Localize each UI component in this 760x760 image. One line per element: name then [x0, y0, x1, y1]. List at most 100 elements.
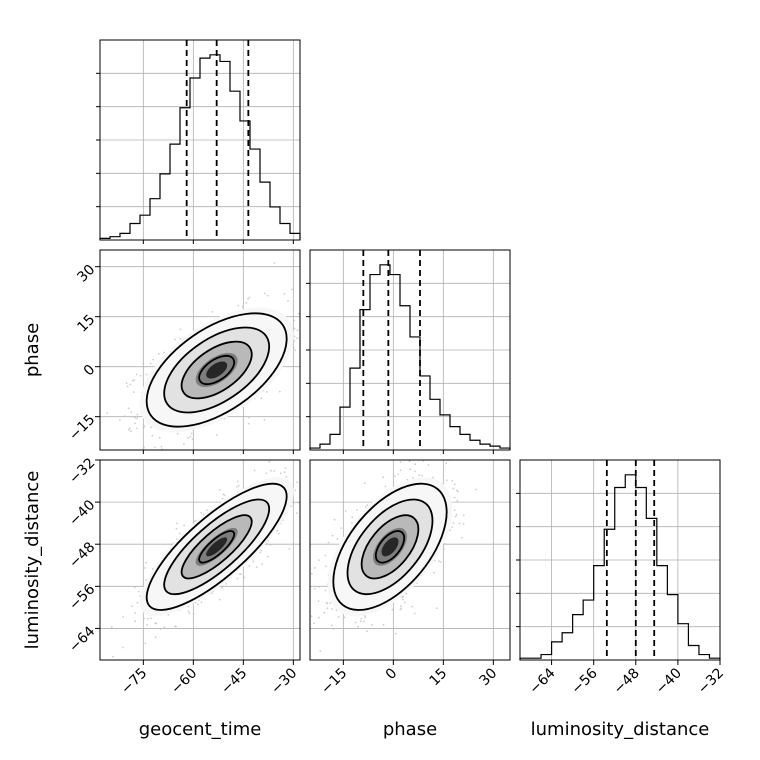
scatter-point — [344, 510, 347, 512]
scatter-point — [278, 390, 281, 393]
histogram-step-line — [99, 54, 301, 240]
scatter-point — [294, 489, 297, 492]
scatter-point — [462, 514, 465, 517]
scatter-point — [183, 443, 185, 445]
x-tick-label: −32 — [695, 665, 727, 697]
scatter-point — [143, 425, 146, 428]
scatter-point — [131, 605, 133, 608]
scatter-point — [149, 362, 152, 365]
scatter-point — [332, 628, 335, 630]
scatter-point — [394, 632, 397, 635]
scatter-point — [127, 407, 130, 410]
scatter-point — [305, 499, 307, 501]
scatter-point — [336, 538, 339, 540]
scatter-point — [183, 524, 186, 527]
scatter-point — [150, 617, 152, 620]
scatter-point — [292, 347, 295, 349]
scatter-point — [440, 561, 442, 563]
scatter-point — [152, 358, 154, 361]
scatter-point — [318, 585, 321, 588]
scatter-point — [414, 463, 417, 466]
scatter-point — [438, 560, 440, 562]
scatter-point — [303, 644, 305, 646]
x-tick-label: −30 — [268, 665, 300, 697]
contour-line — [145, 312, 288, 428]
scatter-point — [295, 629, 297, 631]
scatter-point — [239, 573, 242, 576]
scatter-point — [144, 567, 146, 569]
scatter-point — [293, 335, 296, 338]
scatter-point — [133, 379, 136, 381]
y-tick-label: −15 — [66, 412, 98, 444]
scatter-point — [146, 623, 149, 626]
scatter-point — [314, 352, 316, 354]
scatter-point — [200, 601, 203, 604]
scatter-point — [354, 621, 357, 624]
scatter-point — [134, 612, 137, 614]
scatter-point — [475, 488, 477, 491]
scatter-point — [176, 433, 179, 435]
y-axis-label: phase — [22, 323, 43, 377]
x-axis-phase: −15 0 15 30 phase — [318, 660, 500, 740]
scatter-point — [435, 607, 438, 610]
scatter-point — [245, 302, 248, 304]
scatter-point — [145, 561, 148, 564]
scatter-point — [363, 620, 365, 623]
scatter-point — [130, 430, 132, 433]
scatter-point — [297, 501, 299, 504]
scatter-point — [409, 468, 412, 471]
scatter-point — [402, 598, 404, 601]
scatter-point — [175, 527, 178, 530]
scatter-point — [134, 422, 136, 425]
scatter-point — [305, 482, 307, 484]
scatter-point — [452, 487, 455, 490]
x-axis-label: phase — [383, 719, 437, 740]
scatter-point — [323, 611, 326, 614]
scatter-point — [454, 515, 457, 518]
contour-line — [346, 498, 434, 596]
scatter-point — [318, 616, 320, 619]
scatter-point — [197, 603, 199, 605]
scatter-point — [397, 473, 400, 476]
scatter-point — [403, 601, 406, 604]
scatter-point — [216, 434, 218, 436]
scatter-point — [427, 464, 430, 466]
scatter-point — [174, 625, 177, 628]
scatter-point — [318, 559, 320, 561]
scatter-point — [288, 548, 291, 550]
scatter-point — [364, 506, 367, 508]
scatter-point — [128, 427, 131, 430]
scatter-point — [284, 467, 287, 469]
scatter-point — [121, 646, 124, 649]
scatter-point — [371, 623, 374, 626]
panel-geocent_time-vs-luminosity_distance — [99, 459, 307, 661]
scatter-point — [175, 538, 178, 540]
scatter-point — [462, 523, 465, 525]
scatter-point — [366, 630, 368, 633]
scatter-point — [456, 499, 459, 502]
scatter-point — [278, 532, 280, 535]
scatter-point — [136, 413, 139, 416]
scatter-point — [221, 497, 224, 500]
scatter-point — [319, 649, 322, 652]
scatter-point — [195, 519, 198, 522]
scatter-point — [333, 518, 336, 521]
scatter-point — [261, 563, 263, 566]
scatter-point — [112, 655, 114, 658]
scatter-point — [130, 411, 133, 414]
scatter-point — [134, 416, 137, 419]
scatter-point — [363, 482, 366, 485]
scatter-point — [236, 577, 239, 580]
scatter-point — [406, 478, 409, 481]
x-tick-label: −64 — [526, 665, 558, 697]
x-tick-label: −60 — [168, 665, 200, 697]
scatter-point — [296, 329, 299, 332]
scatter-point — [293, 501, 295, 504]
scatter-point — [304, 554, 306, 556]
scatter-point — [310, 572, 313, 575]
scatter-point — [433, 571, 435, 574]
scatter-point — [327, 541, 330, 544]
scatter-point — [364, 616, 367, 619]
scatter-point — [287, 299, 289, 302]
scatter-point — [290, 505, 293, 508]
